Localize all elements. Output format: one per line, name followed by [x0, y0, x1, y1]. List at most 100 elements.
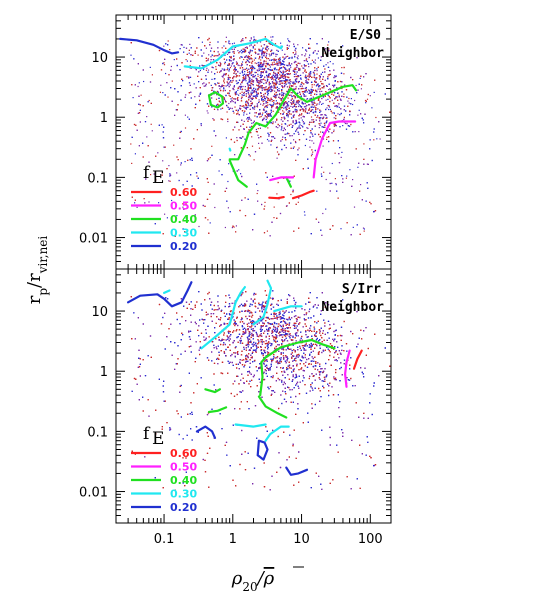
scatter-point [258, 88, 260, 90]
scatter-point [309, 75, 311, 77]
scatter-point [319, 101, 321, 103]
scatter-point [272, 89, 274, 91]
scatter-point [185, 47, 188, 49]
scatter-point [265, 81, 267, 84]
scatter-point [261, 142, 263, 144]
scatter-point [266, 101, 269, 104]
scatter-point [279, 74, 281, 76]
scatter-point [240, 100, 243, 102]
scatter-point [309, 121, 311, 123]
scatter-point [374, 79, 376, 81]
scatter-point [259, 80, 261, 82]
scatter-point [282, 63, 284, 65]
scatter-point [217, 109, 219, 111]
scatter-point [219, 101, 221, 103]
scatter-point [248, 95, 250, 97]
scatter-point [284, 85, 286, 87]
scatter-point [319, 109, 321, 111]
scatter-point [163, 62, 165, 64]
scatter-point [241, 88, 244, 90]
scatter-point [266, 57, 268, 60]
scatter-point [295, 81, 297, 83]
scatter-point [310, 132, 312, 134]
scatter-point [253, 66, 255, 68]
scatter-point [163, 45, 165, 47]
scatter-point [303, 109, 305, 111]
scatter-point [314, 67, 316, 69]
scatter-point [261, 63, 264, 65]
scatter-point [261, 51, 263, 53]
scatter-point [253, 88, 255, 90]
scatter-point [321, 234, 323, 236]
scatter-point [270, 87, 272, 89]
scatter-point [244, 88, 246, 91]
scatter-point [316, 43, 318, 45]
scatter-point [284, 57, 286, 59]
scatter-point [293, 81, 295, 83]
scatter-point [243, 106, 245, 108]
scatter-point [256, 95, 259, 97]
scatter-point [225, 101, 227, 103]
scatter-point [267, 104, 269, 106]
scatter-point [269, 73, 271, 75]
scatter-point [282, 56, 284, 58]
scatter-point [233, 69, 235, 71]
scatter-point [325, 91, 327, 93]
scatter-point [250, 97, 252, 100]
scatter-point [316, 70, 318, 72]
scatter-point [138, 112, 141, 114]
scatter-point [310, 121, 312, 123]
scatter-point [176, 172, 178, 174]
scatter-point [140, 94, 142, 96]
scatter-point [328, 136, 330, 138]
scatter-point [251, 69, 253, 71]
scatter-point [294, 56, 296, 58]
scatter-point [316, 91, 318, 93]
scatter-point [295, 88, 297, 90]
scatter-point [328, 140, 330, 143]
scatter-point [236, 80, 238, 82]
scatter-point [247, 60, 249, 62]
scatter-point [237, 75, 239, 77]
scatter-point [205, 47, 207, 49]
scatter-point [185, 217, 187, 219]
scatter-point [286, 48, 288, 50]
scatter-point [295, 130, 297, 132]
scatter-point [132, 97, 134, 99]
scatter-point [314, 93, 316, 95]
scatter-point [291, 102, 293, 104]
scatter-point [217, 51, 219, 53]
scatter-point [305, 95, 307, 97]
scatter-point [208, 105, 210, 107]
scatter-point [295, 86, 297, 88]
scatter-point [164, 146, 166, 148]
scatter-point [335, 96, 337, 98]
scatter-point [320, 56, 322, 58]
scatter-point [267, 90, 269, 92]
scatter-point [266, 96, 268, 98]
scatter-point [237, 87, 239, 89]
scatter-point [340, 108, 342, 110]
scatter-point [163, 126, 165, 128]
scatter-point [253, 159, 255, 161]
scatter-point [212, 67, 214, 69]
scatter-point [300, 77, 302, 79]
scatter-point [249, 84, 251, 86]
scatter-point [302, 103, 304, 105]
scatter-point [279, 67, 281, 69]
scatter-point [251, 92, 254, 94]
scatter-point [309, 54, 311, 56]
scatter-point [317, 66, 319, 68]
scatter-point [303, 67, 305, 69]
scatter-point [272, 122, 274, 125]
scatter-point [261, 96, 264, 98]
scatter-point [245, 93, 247, 95]
scatter-point [263, 232, 266, 234]
scatter-point [264, 87, 266, 89]
scatter-point [319, 111, 321, 113]
scatter-point [264, 99, 266, 102]
scatter-point [248, 104, 250, 106]
scatter-point [256, 116, 258, 118]
scatter-point [226, 69, 228, 71]
scatter-point [312, 89, 314, 91]
